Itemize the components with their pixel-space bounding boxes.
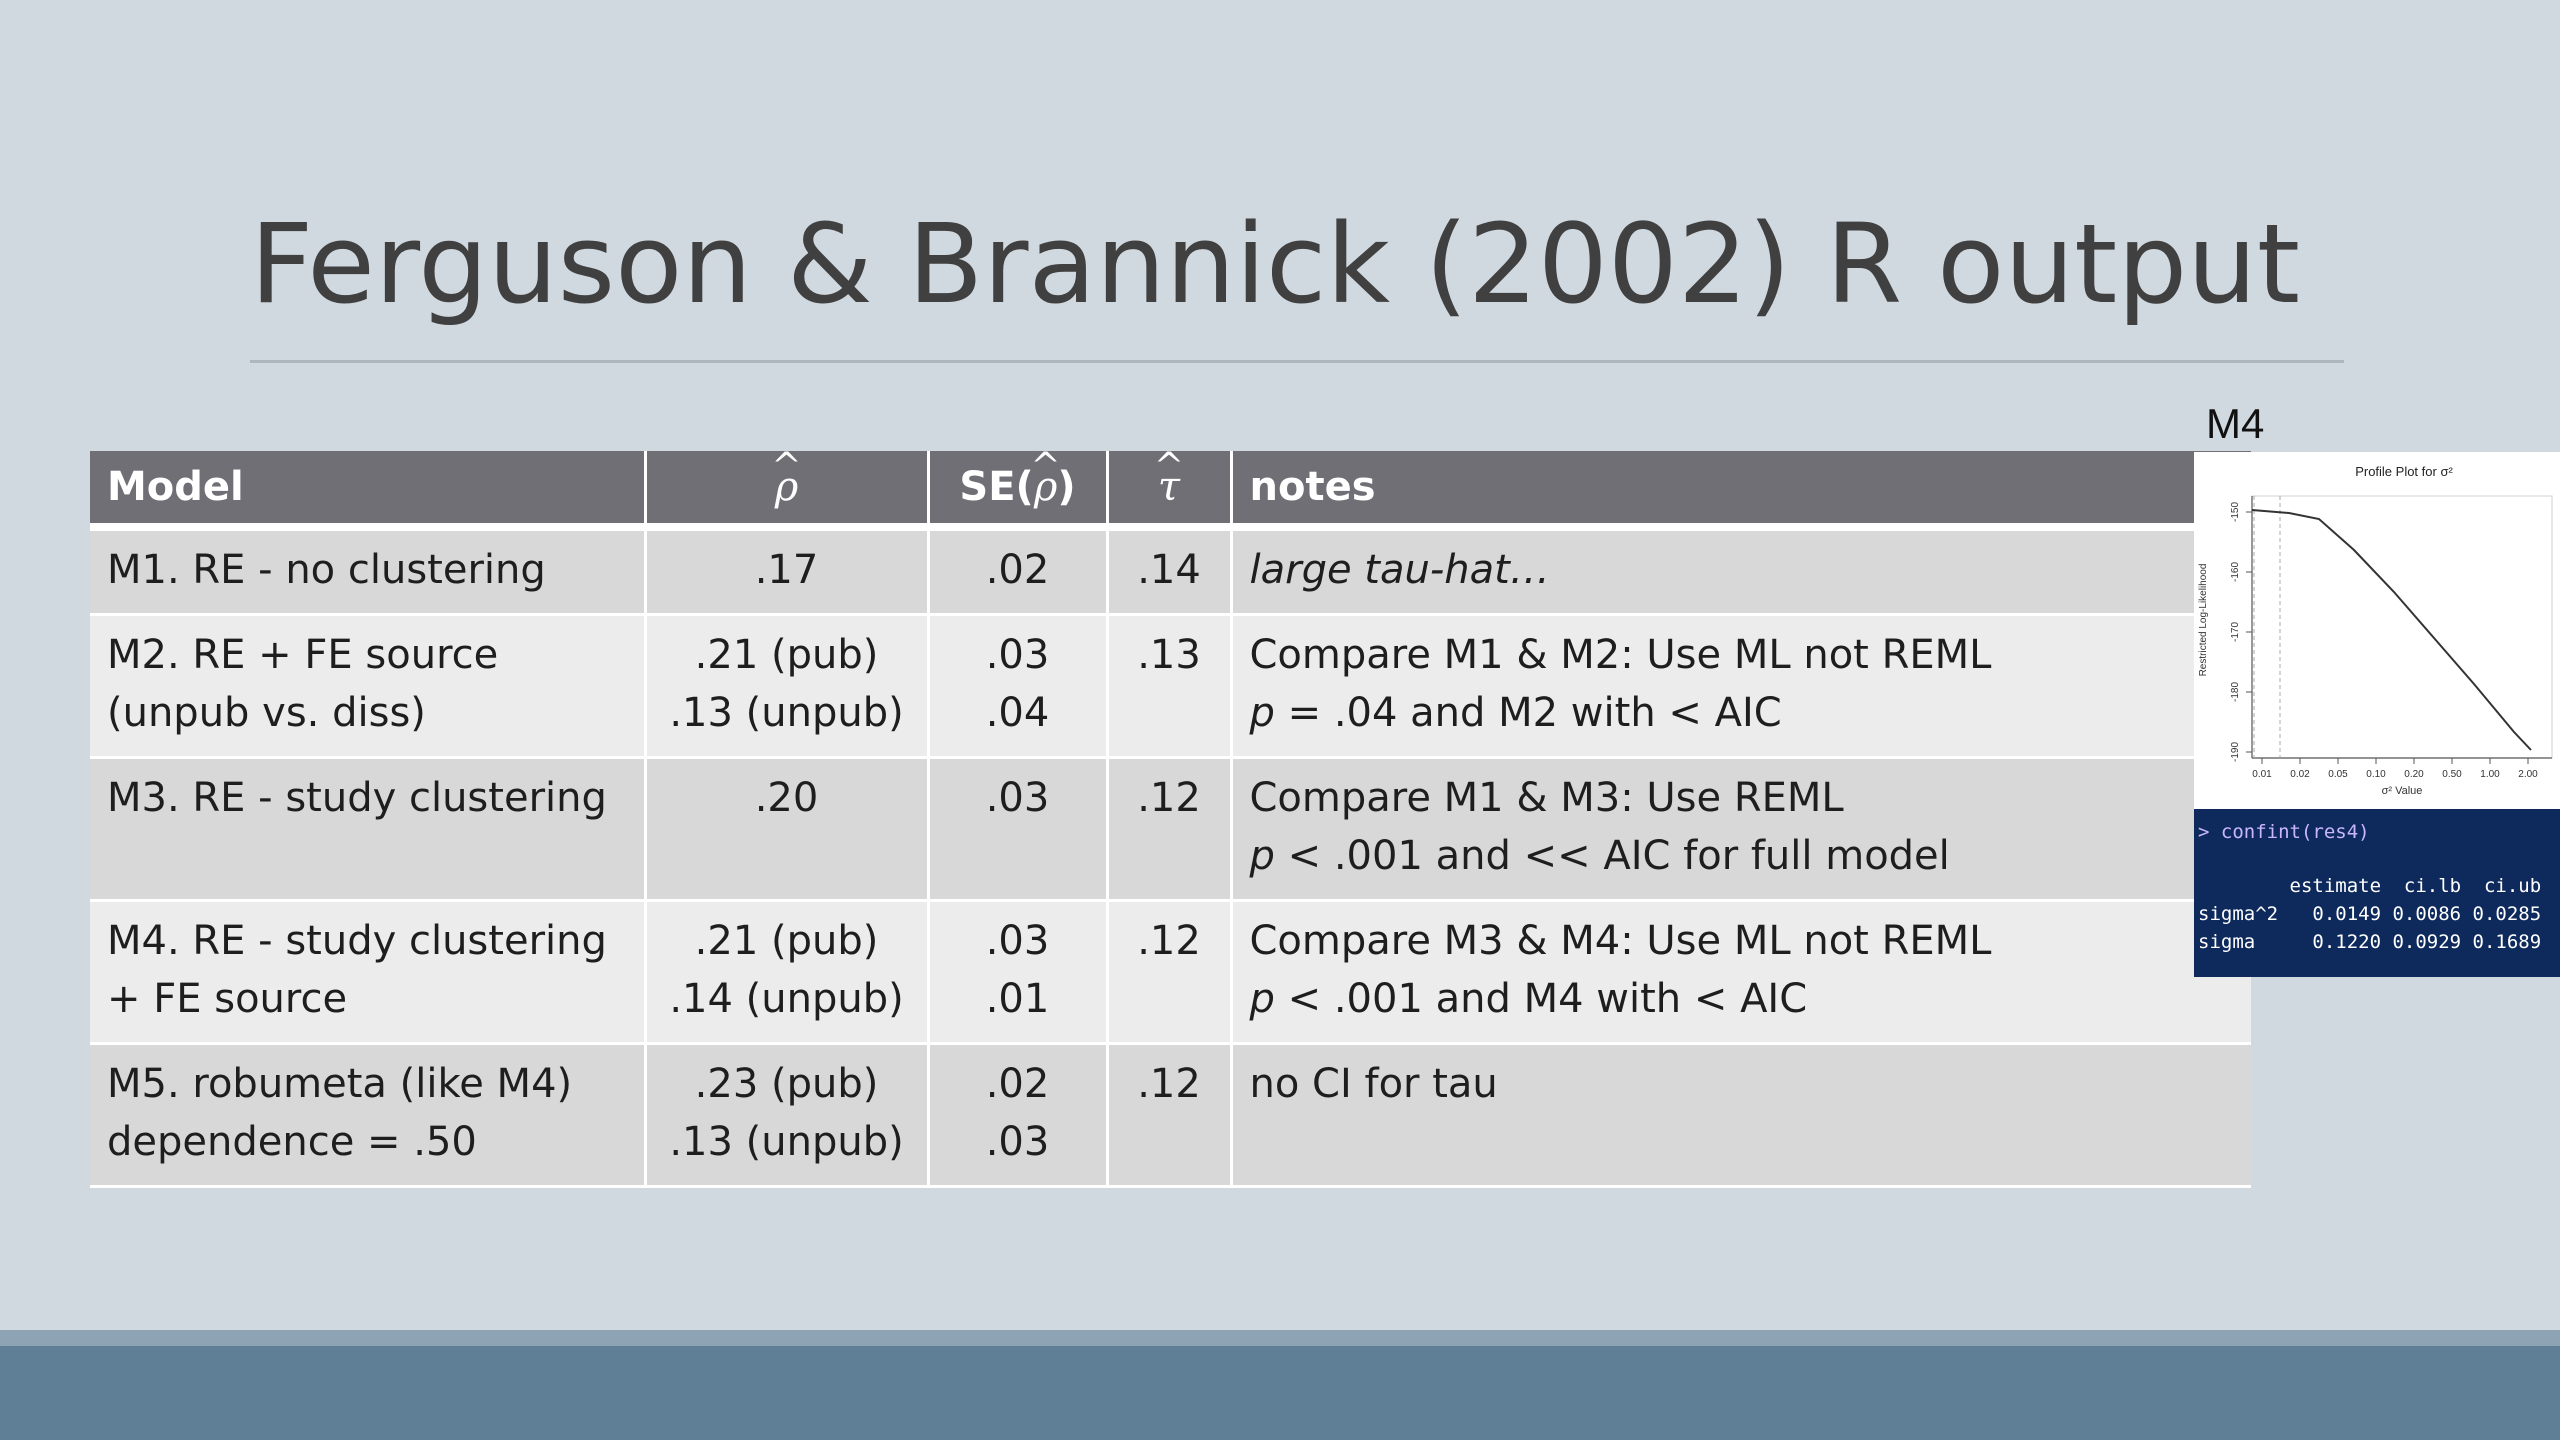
- x-tick-label: 0.10: [2366, 769, 2386, 780]
- y-tick-label: -170: [2230, 622, 2241, 642]
- notes-cell: no CI for tau: [1231, 1043, 2251, 1188]
- header-model: Model: [90, 451, 647, 531]
- slide-title: Ferguson & Brannick (2002) R output: [250, 200, 2300, 328]
- console-row: sigma^2 0.0149 0.0086 0.0285: [2198, 903, 2542, 925]
- header-se-rho-hat: SE(ρ): [928, 451, 1109, 531]
- plot-title: Profile Plot for σ²: [2355, 464, 2453, 479]
- y-tick-label: -180: [2230, 682, 2241, 702]
- se-cell: .02.03: [928, 1043, 1109, 1188]
- rho-cell: .21 (pub) .14 (unpub): [645, 900, 930, 1045]
- x-tick-label: 0.50: [2442, 769, 2462, 780]
- notes-cell: large tau-hat…: [1231, 527, 2251, 616]
- tau-cell: .12: [1107, 900, 1233, 1045]
- tau-cell: .14: [1107, 527, 1233, 616]
- model-cell: M1. RE - no clustering: [90, 527, 647, 616]
- x-tick-label: 0.01: [2252, 769, 2272, 780]
- tau-hat-symbol: τ: [1158, 464, 1180, 510]
- table-row: M1. RE - no clustering .17 .02 .14 large…: [90, 527, 2251, 616]
- model-cell: M4. RE - study clustering + FE source: [90, 900, 647, 1045]
- x-ticks: 0.01 0.02 0.05 0.10 0.20 0.50 1.00 2.00: [2252, 758, 2538, 780]
- x-tick-label: 0.20: [2404, 769, 2424, 780]
- notes-cell: Compare M1 & M3: Use REML p < .001 and <<…: [1231, 757, 2251, 902]
- y-tick-label: -150: [2230, 502, 2241, 522]
- tau-cell: .12: [1107, 1043, 1233, 1188]
- x-tick-label: 0.05: [2328, 769, 2348, 780]
- y-tick-label: -160: [2230, 562, 2241, 582]
- profile-curve: [2251, 509, 2532, 751]
- model-cell: M2. RE + FE source (unpub vs. diss): [90, 614, 647, 759]
- rho-hat-symbol: ρ: [775, 464, 799, 510]
- table-row: M4. RE - study clustering + FE source .21…: [90, 900, 2251, 1045]
- header-rho-hat: ρ: [645, 451, 930, 531]
- footer-band: [0, 1330, 2560, 1440]
- x-tick-label: 0.02: [2290, 769, 2310, 780]
- console-header: estimate ci.lb ci.ub: [2198, 875, 2542, 897]
- x-tick-label: 2.00: [2518, 769, 2538, 780]
- profile-plot: Profile Plot for σ² Restricted Log-Likel…: [2198, 464, 2553, 797]
- inset-label: M4: [2206, 400, 2265, 447]
- table-row: M2. RE + FE source (unpub vs. diss) .21 (…: [90, 614, 2251, 759]
- plot-xlabel: σ² Value: [2382, 785, 2423, 797]
- tau-cell: .12: [1107, 757, 1233, 902]
- rho-cell: .21 (pub) .13 (unpub): [645, 614, 930, 759]
- rho-cell: .20: [645, 757, 930, 902]
- y-tick-label: -190: [2230, 742, 2241, 762]
- se-cell: .03.04: [928, 614, 1109, 759]
- rho-cell: .17: [645, 527, 930, 616]
- se-cell: .02: [928, 527, 1109, 616]
- header-notes: notes: [1231, 451, 2251, 531]
- notes-cell: Compare M1 & M2: Use ML not REML p = .04 …: [1231, 614, 2251, 759]
- x-tick-label: 1.00: [2480, 769, 2500, 780]
- console-command: > confint(res4): [2198, 821, 2370, 843]
- rho-cell: .23 (pub) .13 (unpub): [645, 1043, 930, 1188]
- profile-plot-image: Profile Plot for σ² Restricted Log-Likel…: [2194, 452, 2560, 809]
- model-cell: M5. robumeta (like M4) dependence = .50: [90, 1043, 647, 1188]
- se-rho-hat-symbol: ρ: [1034, 464, 1058, 510]
- table-header-row: Model ρ SE(ρ) τ notes: [90, 451, 2251, 531]
- model-cell: M3. RE - study clustering: [90, 757, 647, 902]
- r-console-output: > confint(res4) estimate ci.lb ci.ub sig…: [2194, 809, 2560, 977]
- y-ticks: -150 -160 -170 -180 -190: [2230, 502, 2252, 762]
- table-row: M3. RE - study clustering .20 .03 .12 Co…: [90, 757, 2251, 902]
- console-row: sigma 0.1220 0.0929 0.1689: [2198, 931, 2542, 953]
- table-row: M5. robumeta (like M4) dependence = .50 .…: [90, 1043, 2251, 1188]
- se-cell: .03.01: [928, 900, 1109, 1045]
- plot-ylabel: Restricted Log-Likelihood: [2198, 564, 2209, 677]
- footer-accent-line: [0, 1330, 2560, 1346]
- title-divider: [250, 360, 2344, 363]
- results-table: Model ρ SE(ρ) τ notes M1. RE - no cluste…: [90, 451, 2251, 1188]
- header-tau-hat: τ: [1107, 451, 1233, 531]
- se-cell: .03: [928, 757, 1109, 902]
- notes-cell: Compare M3 & M4: Use ML not REML p < .001…: [1231, 900, 2251, 1045]
- tau-cell: .13: [1107, 614, 1233, 759]
